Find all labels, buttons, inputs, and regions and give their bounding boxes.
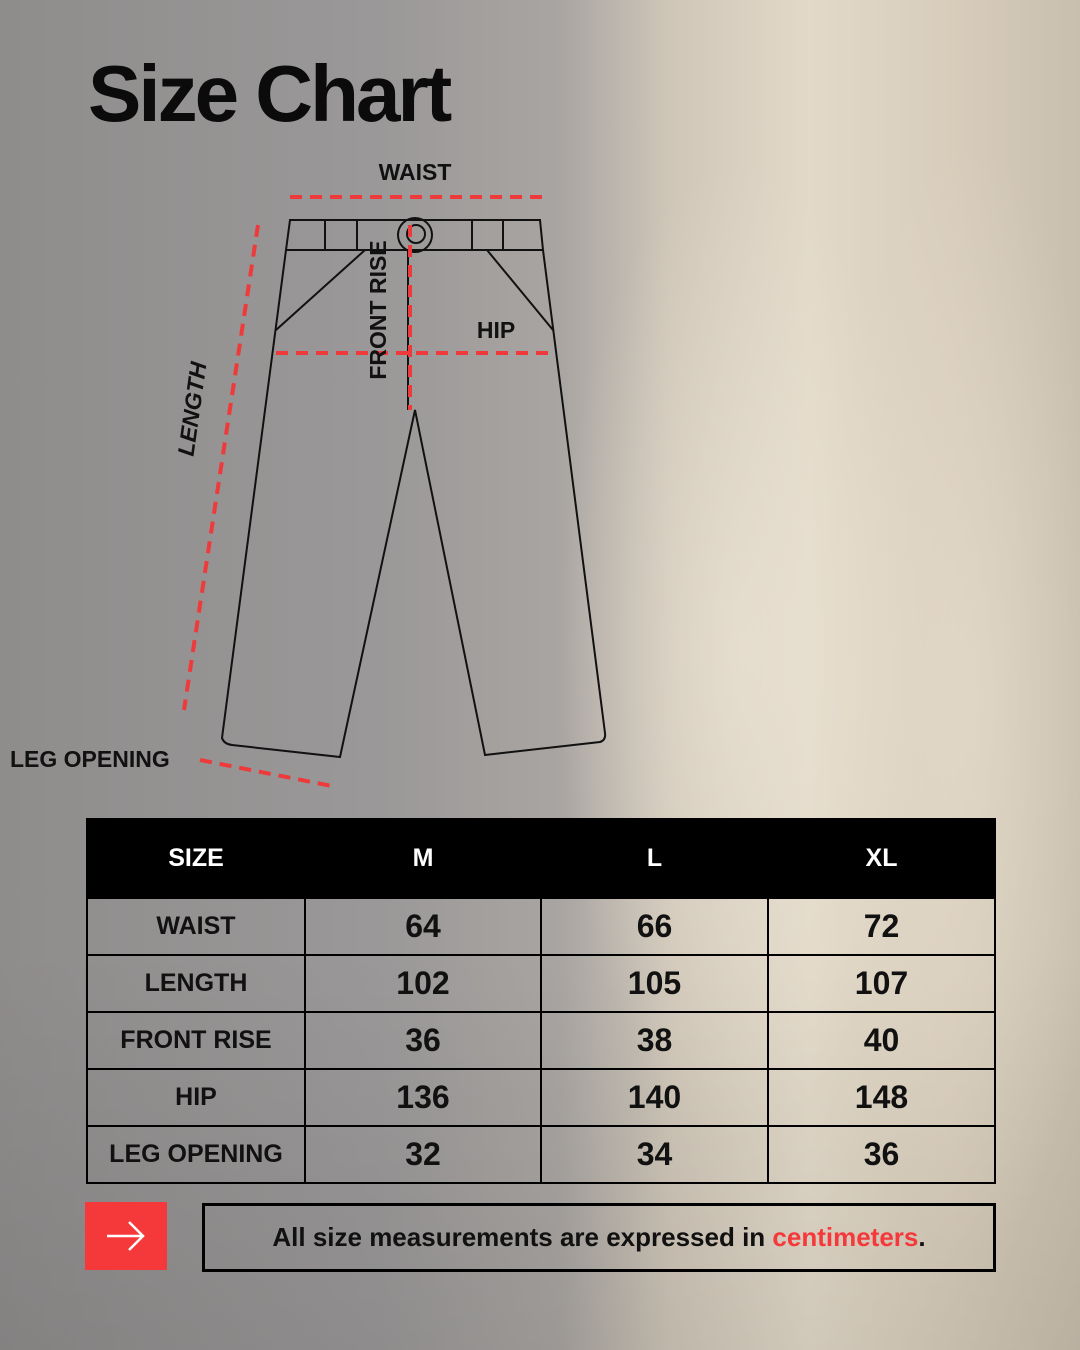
header-l: L	[540, 818, 769, 899]
table-row: HIP 136 140 148	[86, 1068, 996, 1127]
table-cell: 36	[304, 1011, 542, 1070]
note-text: All size measurements are expressed in	[272, 1222, 773, 1252]
header-m: M	[304, 818, 542, 899]
front-rise-label: FRONT RISE	[365, 240, 391, 379]
arrow-right-icon	[107, 1221, 145, 1251]
row-label: LENGTH	[86, 954, 306, 1013]
table-row: WAIST 64 66 72	[86, 897, 996, 956]
table-row: LENGTH 102 105 107	[86, 954, 996, 1013]
table-cell: 64	[304, 897, 542, 956]
row-label: WAIST	[86, 897, 306, 956]
table-cell: 105	[540, 954, 769, 1013]
table-cell: 66	[540, 897, 769, 956]
table-cell: 148	[767, 1068, 996, 1127]
leg-opening-line	[199, 758, 338, 789]
table-cell: 40	[767, 1011, 996, 1070]
pants-outline	[220, 217, 607, 759]
leg-opening-label: LEG OPENING	[10, 746, 170, 772]
table-cell: 107	[767, 954, 996, 1013]
arrow-button[interactable]	[85, 1202, 167, 1270]
length-label: LENGTH	[173, 360, 212, 458]
length-line	[182, 224, 260, 711]
header-size: SIZE	[86, 818, 306, 899]
row-label: LEG OPENING	[86, 1125, 306, 1184]
size-table: SIZE M L XL WAIST 64 66 72 LENGTH 102 105 107 FR…	[86, 818, 996, 1184]
table-row: LEG OPENING 32 34 36	[86, 1125, 996, 1184]
page-title: Size Chart	[88, 49, 452, 138]
table-cell: 36	[767, 1125, 996, 1184]
waist-label: WAIST	[379, 159, 452, 185]
table-cell: 32	[304, 1125, 542, 1184]
hip-label: HIP	[477, 317, 515, 343]
note-unit: centimeters	[772, 1222, 919, 1252]
table-cell: 34	[540, 1125, 769, 1184]
table-cell: 38	[540, 1011, 769, 1070]
table-row: FRONT RISE 36 38 40	[86, 1011, 996, 1070]
row-label: FRONT RISE	[86, 1011, 306, 1070]
table-cell: 72	[767, 897, 996, 956]
measure-lines	[182, 195, 550, 789]
table-cell: 140	[540, 1068, 769, 1127]
units-note: All size measurements are expressed in c…	[202, 1203, 996, 1272]
table-header-row: SIZE M L XL	[86, 818, 996, 899]
note-end: .	[918, 1222, 926, 1252]
table-cell: 102	[304, 954, 542, 1013]
row-label: HIP	[86, 1068, 306, 1127]
table-cell: 136	[304, 1068, 542, 1127]
header-xl: XL	[767, 818, 996, 899]
pants-diagram: WAIST HIP FRONT RISE LENGTH LEG OPENING	[10, 159, 607, 789]
